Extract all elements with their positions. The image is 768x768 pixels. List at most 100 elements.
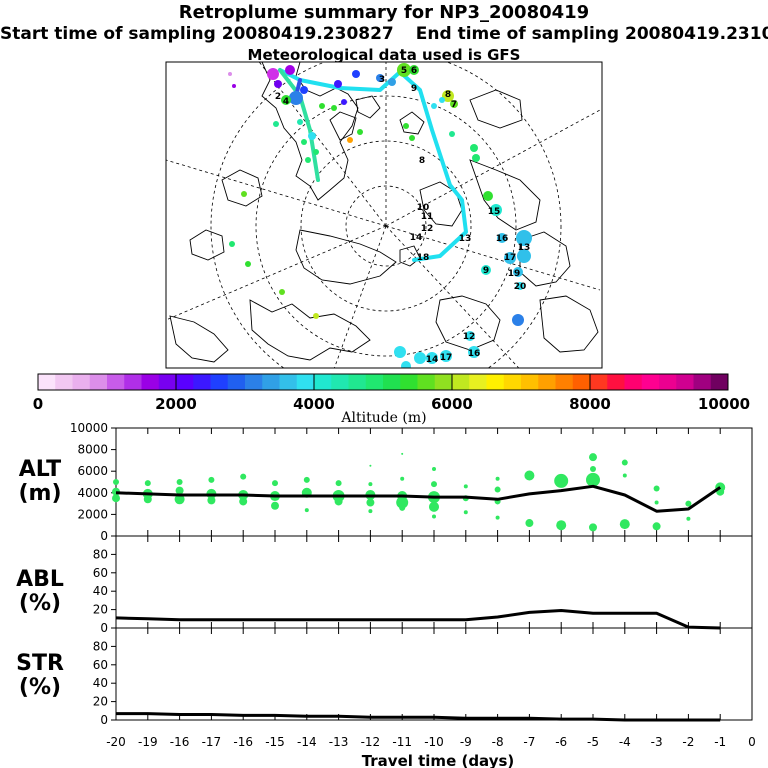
colorbar-segment (521, 374, 539, 390)
colorbar-segment (555, 374, 574, 390)
alt-scatter-point (335, 480, 342, 487)
y-tick-label: 8000 (77, 443, 108, 457)
alt-scatter-point (586, 472, 600, 487)
y-tick-label: 80 (93, 547, 108, 561)
colorbar-segment (227, 374, 246, 390)
x-tick-labels: -20 -19 -16 -17 -16 -15 -14 -13 -12 -11 -10 -9 -8 -7-… (106, 735, 756, 749)
traj-label: 16 (496, 234, 509, 244)
map-frame (165, 61, 603, 369)
traj-label: 9 (483, 266, 489, 276)
colorbar-segment (693, 374, 712, 390)
colorbar-segment (245, 374, 263, 390)
alt-scatter-point (240, 473, 247, 480)
str-panel-units: (%) (19, 675, 61, 700)
traj-label: 13 (459, 234, 472, 244)
alt-scatter-point (686, 516, 691, 521)
colorbar-segment (659, 374, 677, 390)
alt-scatter-point (334, 497, 343, 506)
x-tick-label: -3 (651, 735, 663, 749)
alt-scatter-point (652, 522, 661, 531)
y-tick-label: 10000 (70, 421, 108, 435)
alt-panel-label: ALT (19, 457, 61, 482)
x-tick-label: -9 (460, 735, 472, 749)
y-tick-label: 60 (93, 566, 108, 580)
x-tick-label: -12 (361, 735, 381, 749)
alt-scatter-point (400, 476, 405, 481)
panel-str: 0 20 40 60 80 (93, 627, 753, 727)
str-panel-label: STR (16, 651, 64, 676)
alt-scatter-point (463, 484, 468, 489)
alt-scatter-point (554, 473, 569, 488)
colorbar-segment (572, 374, 591, 390)
colorbar-segment (607, 374, 625, 390)
colorbar-tick-6000: 6000 (431, 395, 473, 413)
x-axis-title: Travel time (days) (362, 752, 515, 768)
colorbar-segment (124, 374, 142, 390)
time-series-panels: 0 2000 4000 6000 8000 10000 0 20 40 60 80 0 20 40 60 80… (70, 421, 756, 749)
map-panel: 8 10 11 12 13 14 16 17 13 19 20 9 15 18 … (165, 61, 603, 369)
abl-panel-label: ABL (16, 567, 64, 592)
alt-scatter-point (432, 467, 436, 472)
series-line (115, 609, 721, 630)
traj-label: 8 (419, 156, 425, 166)
alt-scatter-point (525, 519, 534, 528)
colorbar-segment (141, 374, 160, 390)
colorbar-segment (176, 374, 194, 390)
traj-label: 9 (411, 84, 417, 94)
y-tick-label: 80 (93, 639, 108, 653)
colorbar-segment (400, 374, 418, 390)
colorbar-tick-10000: 10000 (698, 395, 750, 413)
traj-label: 15 (488, 207, 501, 217)
colorbar-segment (710, 374, 729, 390)
traj-label: 12 (463, 332, 476, 342)
map-clip: 8 10 11 12 13 14 16 17 13 19 20 9 15 18 … (166, 62, 602, 368)
colorbar-labels: 0 2000 4000 6000 8000 10000 (33, 395, 750, 413)
alt-scatter-point (654, 500, 659, 505)
panel-frame (115, 627, 753, 721)
x-tick-label: 0 (748, 735, 756, 749)
alt-scatter-point (271, 501, 279, 510)
traj-label: 18 (417, 253, 430, 263)
colorbar-segment (383, 374, 401, 390)
x-tick-label: -7 (523, 735, 535, 749)
colorbar-segment (503, 374, 522, 390)
colorbar-segment (434, 374, 453, 390)
alt-scatter-point (590, 466, 596, 473)
colorbar-segment (314, 374, 332, 390)
colorbar-tick-2000: 2000 (155, 395, 197, 413)
alt-scatter-point (429, 501, 439, 512)
colorbar-segment (538, 374, 556, 390)
colorbar-segment (210, 374, 229, 390)
colorbar-segment (486, 374, 505, 390)
alt-scatter-point (112, 494, 120, 503)
alt-scatter-point (208, 476, 215, 483)
alt-scatter-point (622, 473, 627, 478)
alt-scatter-point (368, 482, 373, 487)
alt-scatter-point (494, 486, 501, 493)
x-tick-label: -17 (202, 735, 222, 749)
y-tick-label: 0 (100, 713, 108, 727)
alt-scatter-point (239, 497, 248, 506)
colorbar-segment (331, 374, 349, 390)
coastlines (169, 62, 599, 363)
end-time-text: End time of sampling 20080419.231026 (415, 24, 768, 44)
x-tick-label: -15 (265, 735, 285, 749)
alt-scatter-point (401, 452, 404, 455)
colorbar-segment (107, 374, 125, 390)
panel-alt: 0 2000 4000 6000 8000 10000 (70, 421, 753, 543)
colorbar-segment (676, 374, 694, 390)
traj-label: 4 (283, 97, 289, 107)
panel-abl: 0 20 40 60 80 (93, 535, 753, 635)
traj-label: 7 (451, 100, 457, 110)
alt-panel-units: (m) (18, 481, 61, 506)
y-tick-label: 20 (93, 695, 108, 709)
x-tick-label: -20 (106, 735, 126, 749)
alt-scatter-point (589, 453, 597, 462)
y-tick-label: 4000 (77, 486, 108, 500)
colorbar-segment (469, 374, 487, 390)
start-time-text: Start time of sampling 20080419.230827 (0, 24, 394, 44)
colorbar-segment (89, 374, 108, 390)
y-tick-label: 6000 (77, 464, 108, 478)
traj-label: 10 (417, 203, 430, 213)
